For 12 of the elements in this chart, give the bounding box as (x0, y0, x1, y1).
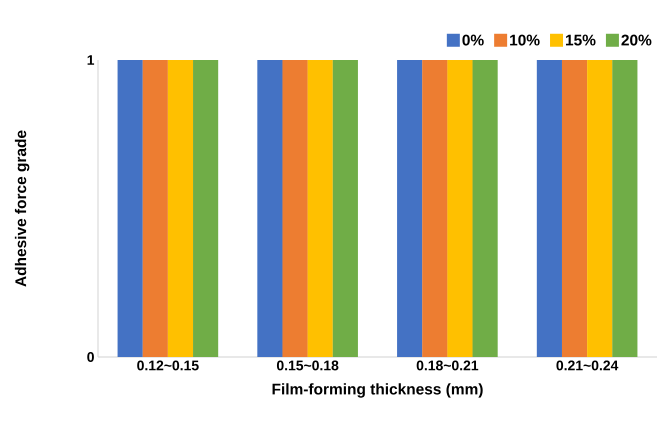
legend-label: 0% (462, 34, 484, 46)
x-tick-label: 0.15~0.18 (276, 360, 338, 370)
y-axis-title: Adhesive force grade (14, 130, 30, 287)
x-axis-title: Film-forming thickness (mm) (272, 383, 483, 398)
legend-label: 10% (510, 34, 540, 46)
x-tick-label: 0.12~0.15 (137, 360, 199, 370)
y-tick-label: 1 (88, 55, 94, 65)
legend-label: 20% (621, 34, 652, 46)
legend-label: 15% (566, 34, 596, 46)
x-tick-label: 0.18~0.21 (416, 360, 478, 370)
y-tick-label: 0 (87, 352, 94, 362)
x-tick-label: 0.21~0.24 (556, 360, 618, 370)
